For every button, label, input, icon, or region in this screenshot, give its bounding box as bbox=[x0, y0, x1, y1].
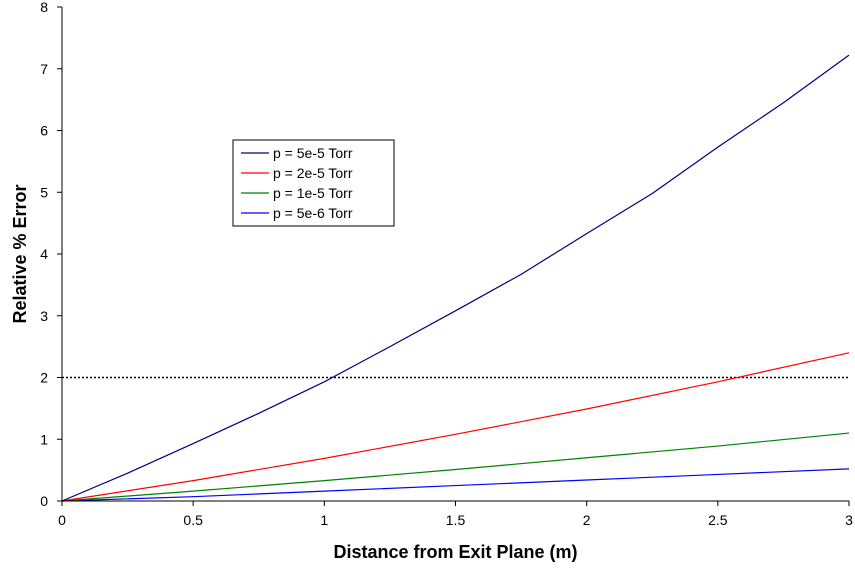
x-axis-ticks: 0 0.5 1 1.5 2 2.5 3 bbox=[58, 501, 853, 528]
x-tick-label: 2.5 bbox=[708, 512, 728, 528]
series-line bbox=[61, 432, 850, 502]
series-line bbox=[61, 54, 850, 502]
y-tick-label: 7 bbox=[40, 61, 48, 77]
legend-label: p = 1e-5 Torr bbox=[273, 185, 353, 201]
series-line bbox=[61, 468, 850, 502]
plot-area bbox=[61, 54, 850, 502]
series-line bbox=[61, 352, 850, 502]
y-tick-label: 6 bbox=[40, 123, 48, 139]
legend-label: p = 5e-5 Torr bbox=[273, 145, 353, 161]
x-tick-label: 2 bbox=[583, 512, 591, 528]
x-tick-label: 1.5 bbox=[446, 512, 466, 528]
y-axis-ticks: 0 1 2 3 4 5 6 7 8 bbox=[40, 0, 62, 509]
y-tick-label: 8 bbox=[40, 0, 48, 15]
legend: p = 5e-5 Torr p = 2e-5 Torr p = 1e-5 Torr p… bbox=[232, 139, 395, 227]
axes bbox=[61, 7, 849, 502]
legend-label: p = 2e-5 Torr bbox=[273, 165, 353, 181]
y-tick-label: 3 bbox=[40, 308, 48, 324]
x-tick-label: 3 bbox=[845, 512, 853, 528]
y-tick-label: 4 bbox=[40, 246, 48, 262]
x-tick-label: 0 bbox=[58, 512, 66, 528]
y-tick-label: 1 bbox=[40, 431, 48, 447]
y-tick-label: 5 bbox=[40, 184, 48, 200]
x-tick-label: 0.5 bbox=[183, 512, 203, 528]
y-tick-label: 0 bbox=[40, 493, 48, 509]
y-tick-label: 2 bbox=[40, 370, 48, 386]
legend-box bbox=[232, 139, 395, 227]
x-axis-title: Distance from Exit Plane (m) bbox=[333, 542, 577, 562]
y-axis-title: Relative % Error bbox=[10, 184, 30, 323]
x-tick-label: 1 bbox=[320, 512, 328, 528]
legend-label: p = 5e-6 Torr bbox=[273, 205, 353, 221]
